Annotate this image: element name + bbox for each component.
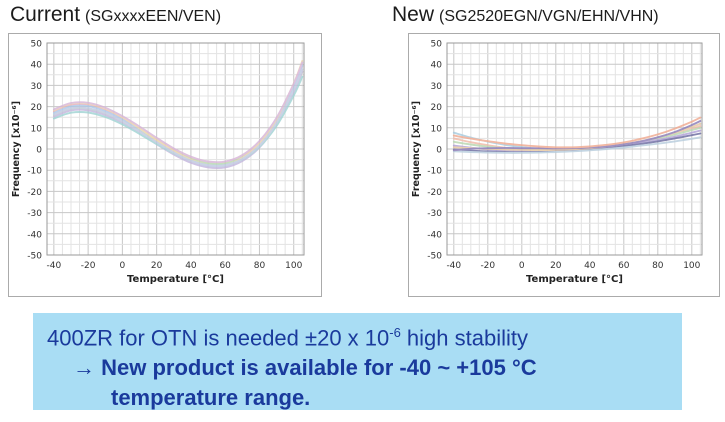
chart-current-plot: -40 -20 0 20 40 60 80 10050403020100-10-20-30-4…	[11, 40, 305, 285]
axis-tick-labels: -40 -20 0 20 40 60 80 10050403020100-10-20-30-4…	[27, 40, 302, 272]
series-unit-8	[52, 68, 304, 167]
callout-note: 400ZR for OTN is needed ±20 x 10-6 high …	[33, 313, 682, 410]
y-tick-label: -20	[27, 188, 42, 198]
chart-title-new-main: New	[392, 3, 435, 26]
x-tick-label: 60	[618, 261, 630, 271]
y-axis-label: Frequency [x10⁻⁶]	[11, 101, 22, 197]
chart-title-current-main: Current	[10, 3, 81, 26]
y-tick-label: 40	[31, 61, 43, 71]
x-tick-label: -40	[47, 261, 62, 271]
chart-title-current: Current (SGxxxxEEN/VEN)	[10, 3, 221, 27]
chart-title-new: New (SG2520EGN/VGN/EHN/VHN)	[392, 3, 659, 27]
chart-new: -40 -20 0 20 40 60 80 100 50 40 30 20 10 0 -10 -20 -30 -4…	[408, 33, 720, 297]
x-tick-label: -20	[480, 261, 495, 271]
x-tick-label: -40	[446, 261, 461, 271]
callout-line1-pre: 400ZR for OTN is needed ±20 x 10	[47, 325, 390, 351]
x-axis-label: Temperature [°C]	[526, 274, 623, 285]
x-tick-label: 0	[120, 261, 126, 271]
plot-border	[446, 42, 703, 256]
x-tick-label: 20	[550, 261, 562, 271]
y-tick-label: -20	[427, 188, 442, 198]
y-tick-label: -50	[27, 252, 42, 262]
x-tick-label: 40	[185, 261, 197, 271]
x-tick-label: 0	[519, 261, 525, 271]
y-tick-label: -10	[427, 167, 442, 177]
series-unit-9	[452, 116, 702, 149]
y-tick-label: 20	[431, 103, 443, 113]
y-tick-label: -30	[427, 209, 442, 219]
series-lines	[52, 60, 304, 170]
callout-line-1: 400ZR for OTN is needed ±20 x 10-6 high …	[47, 318, 682, 353]
x-axis-label: Temperature [°C]	[127, 274, 224, 285]
x-tick-label: 80	[254, 261, 266, 271]
axis-tick-labels: -40 -20 0 20 40 60 80 10050403020100-10-20-30-4…	[427, 40, 700, 272]
callout-line1-post: high stability	[400, 325, 528, 351]
chart-current: -40 -20 0 20 40 60 80 100 50 40 30 20 10 0 -10 -20 -30 -4…	[8, 33, 322, 297]
y-tick-label: 0	[36, 146, 42, 156]
y-tick-label: 30	[31, 82, 43, 92]
series-unit-7	[52, 61, 304, 164]
chart-new-plot: -40 -20 0 20 40 60 80 10050403020100-10-20-30-4…	[411, 40, 703, 285]
x-tick-label: 100	[683, 261, 700, 271]
callout-line1-superscript: -6	[389, 325, 401, 340]
chart-title-new-sub: (SG2520EGN/VGN/EHN/VHN)	[439, 8, 659, 25]
series-lines	[452, 116, 702, 154]
chart-title-current-sub: (SGxxxxEEN/VEN)	[85, 8, 222, 25]
y-tick-label: -30	[27, 209, 42, 219]
callout-line-2: → New product is available for -40 ~ +10…	[73, 355, 537, 381]
x-tick-label: -20	[81, 261, 96, 271]
y-tick-label: -40	[27, 230, 42, 240]
callout-line-3: temperature range.	[111, 385, 311, 411]
y-axis-label: Frequency [x10⁻⁶]	[411, 101, 422, 197]
y-tick-label: 20	[31, 103, 43, 113]
y-tick-label: 30	[431, 82, 443, 92]
plot-border	[46, 42, 305, 256]
y-tick-label: -40	[427, 230, 442, 240]
series-unit-1	[52, 65, 304, 164]
x-tick-label: 20	[151, 261, 163, 271]
x-tick-label: 100	[285, 261, 302, 271]
grid	[47, 43, 304, 255]
y-tick-label: -50	[427, 252, 442, 262]
y-tick-label: 50	[31, 40, 43, 50]
y-tick-label: 50	[431, 40, 443, 50]
y-tick-label: 40	[431, 61, 443, 71]
y-tick-label: -10	[27, 167, 42, 177]
series-unit-6	[452, 136, 702, 154]
y-tick-label: 0	[436, 146, 442, 156]
y-tick-label: 10	[431, 124, 443, 134]
x-tick-label: 60	[219, 261, 231, 271]
x-tick-label: 80	[652, 261, 664, 271]
x-tick-label: 40	[584, 261, 596, 271]
y-tick-label: 10	[31, 124, 43, 134]
